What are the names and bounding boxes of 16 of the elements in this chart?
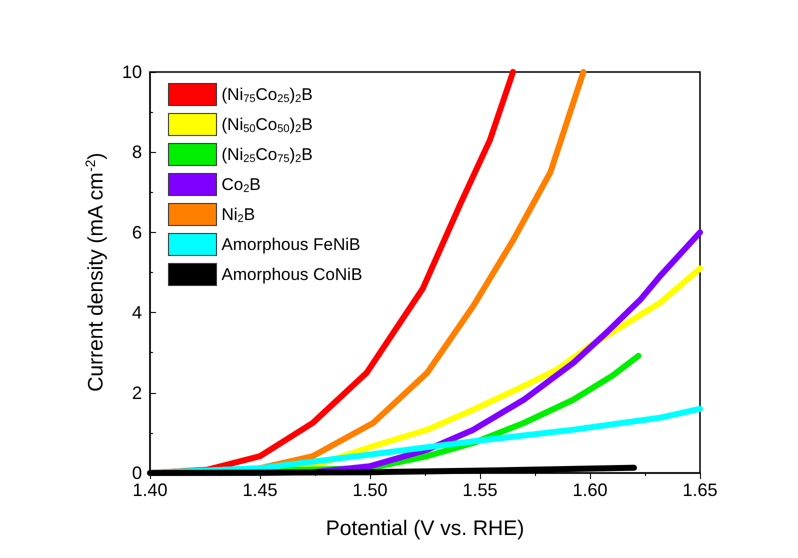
y-tick-label: 4 xyxy=(132,302,142,323)
x-axis-title: Potential (V vs. RHE) xyxy=(326,517,524,540)
x-tick-label: 1.50 xyxy=(352,480,388,500)
legend-label: Amorphous CoNiB xyxy=(222,265,362,284)
x-tick-label: 1.40 xyxy=(132,480,168,500)
y-tick-label: 0 xyxy=(132,463,142,483)
y-tick-label: 6 xyxy=(132,222,142,242)
y-tick-label: 8 xyxy=(132,142,142,162)
x-tick-label: 1.65 xyxy=(682,480,718,500)
x-tick-label: 1.55 xyxy=(462,480,498,500)
x-tick-label: 1.60 xyxy=(572,480,608,500)
y-axis-title: Current density (mA cm-2) xyxy=(83,152,108,392)
y-tick-label: 2 xyxy=(132,382,142,403)
y-tick-label: 10 xyxy=(122,62,142,82)
x-tick-label: 1.45 xyxy=(242,480,278,500)
legend-label: Amorphous FeNiB xyxy=(222,235,360,254)
